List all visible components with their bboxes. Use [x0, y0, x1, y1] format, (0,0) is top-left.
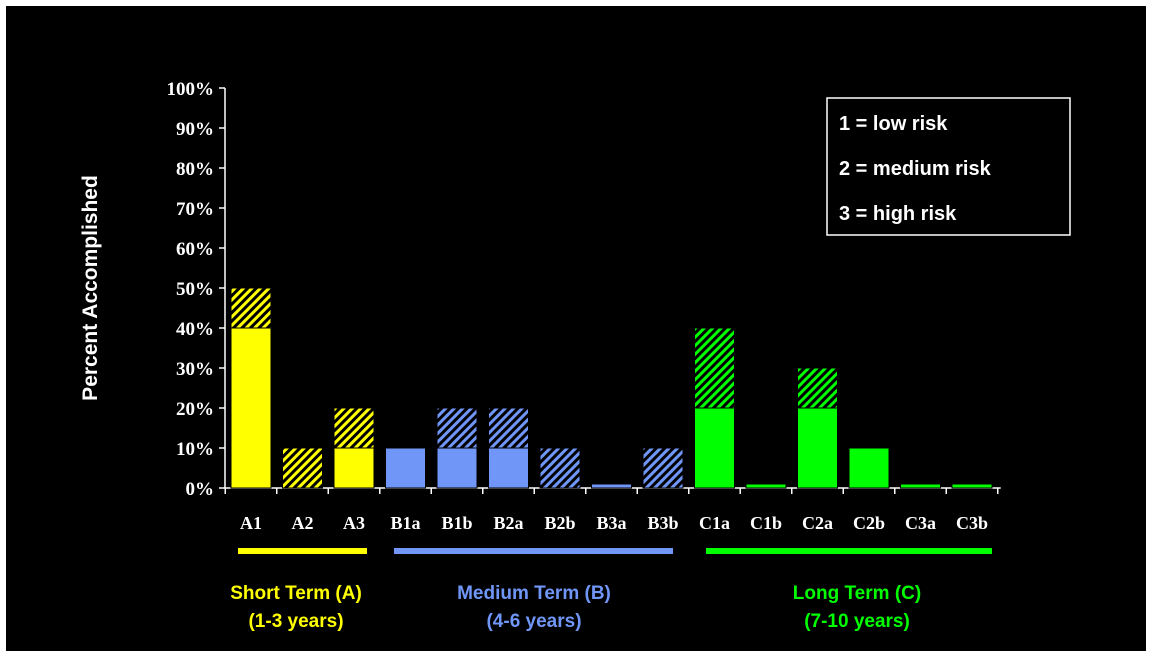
bar-a1-hatched	[230, 287, 272, 329]
bar-b2b-hatched	[539, 447, 581, 489]
x-tick-label: B2b	[544, 513, 575, 533]
bar-chart: 0% 10% 20% 30% 40% 50% 60% 70% 80% 90% 100% A1 A2 A3…	[79, 79, 1071, 632]
group-years-medium: (4-6 years)	[486, 611, 581, 632]
x-tick-label: C2a	[802, 513, 833, 533]
x-tick-label: B1a	[390, 513, 420, 533]
bar-a3-hatched	[333, 407, 375, 449]
y-tick-label: 50%	[176, 279, 214, 300]
bar-c2b-solid	[848, 447, 890, 489]
y-tick-label: 40%	[176, 319, 214, 340]
y-tick-label: 0%	[186, 479, 215, 500]
bar-b3a-solid	[591, 483, 632, 489]
bar-b3b-hatched	[642, 447, 684, 489]
x-tick-label: C3a	[905, 513, 936, 533]
y-tick-labels: 0% 10% 20% 30% 40% 50% 60% 70% 80% 90% 100%	[167, 79, 215, 500]
legend: 1 = low risk 2 = medium risk 3 = high ri…	[826, 97, 1071, 236]
bar-c2a-solid	[797, 407, 838, 489]
group-line-short	[238, 548, 367, 554]
group-line-medium	[394, 548, 673, 554]
legend-entry-medium: 2 = medium risk	[839, 158, 992, 180]
legend-box	[826, 97, 1071, 236]
bars	[230, 287, 993, 489]
bar-c1a-solid	[694, 407, 735, 489]
group-line-long	[706, 548, 992, 554]
bar-a1-solid	[230, 327, 272, 489]
x-tick-label: C2b	[853, 513, 885, 533]
x-tick-label: A1	[240, 513, 262, 533]
y-tick-label: 60%	[176, 239, 214, 260]
bar-c3a-solid	[900, 483, 941, 489]
bar-b2a-solid	[488, 447, 529, 489]
y-tick-label: 30%	[176, 359, 214, 380]
y-tick-label: 70%	[176, 199, 214, 220]
legend-entry-high: 3 = high risk	[839, 203, 957, 225]
bar-a3-solid	[333, 447, 375, 489]
group-label-long: Long Term (C)	[793, 583, 921, 604]
legend-entry-low: 1 = low risk	[839, 113, 948, 135]
bar-c3b-solid	[951, 483, 993, 489]
x-tick-label: B1b	[441, 513, 472, 533]
bar-b2a-hatched	[488, 407, 529, 449]
group-label-medium: Medium Term (B)	[457, 583, 611, 604]
chart-panel: 0% 10% 20% 30% 40% 50% 60% 70% 80% 90% 100% A1 A2 A3…	[6, 6, 1146, 651]
bar-c1a-hatched	[694, 327, 735, 409]
x-tick-label: B3b	[647, 513, 678, 533]
bar-c1b-solid	[745, 483, 787, 489]
bar-a2-hatched	[282, 447, 323, 489]
x-tick-label: B2a	[493, 513, 523, 533]
bar-c2a-hatched	[797, 367, 838, 409]
x-tick-label: A3	[343, 513, 365, 533]
group-years-long: (7-10 years)	[804, 611, 910, 632]
x-tick-label: A2	[292, 513, 314, 533]
y-tick-label: 10%	[176, 439, 214, 460]
x-tick-label: C3b	[956, 513, 988, 533]
y-tick-label: 80%	[176, 159, 214, 180]
bar-b1a-solid	[385, 447, 426, 489]
y-axis-title: Percent Accomplished	[79, 175, 102, 401]
group-label-short: Short Term (A)	[230, 583, 362, 604]
x-tick-label: C1a	[699, 513, 730, 533]
y-tick-label: 100%	[167, 79, 215, 100]
bar-b1b-hatched	[436, 407, 478, 449]
term-groups: Short Term (A) (1-3 years) Medium Term (…	[230, 548, 992, 632]
x-tick-label: C1b	[750, 513, 782, 533]
y-tick-label: 90%	[176, 119, 214, 140]
x-tick-labels: A1 A2 A3 B1a B1b B2a B2b B3a B3b C1a C1b C2a C2b C3a C…	[240, 513, 988, 533]
group-years-short: (1-3 years)	[248, 611, 343, 632]
x-tick-label: B3a	[596, 513, 626, 533]
bar-b1b-solid	[436, 447, 478, 489]
y-tick-label: 20%	[176, 399, 214, 420]
